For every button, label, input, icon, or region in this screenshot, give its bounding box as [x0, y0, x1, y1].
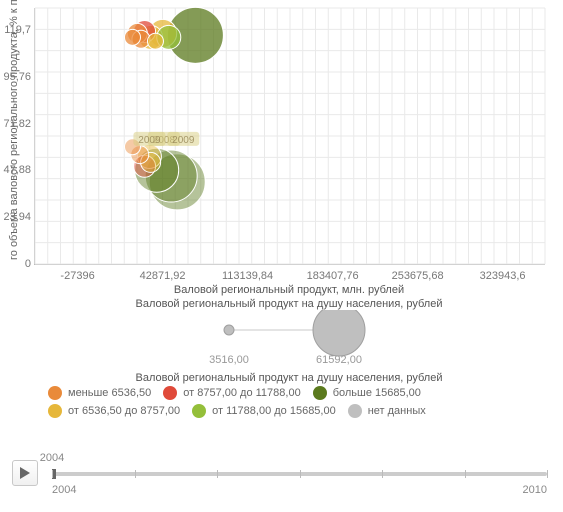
bubble-chart: 200820092009 023,9447,8871,8295,76119,7 …: [34, 8, 545, 265]
plot-svg: 200820092009: [35, 8, 545, 264]
x-axis-title: Валовой региональный продукт, млн. рубле…: [34, 284, 544, 296]
timeline-end-year: 2010: [523, 484, 547, 496]
legend-item[interactable]: нет данных: [348, 404, 426, 418]
legend-swatch: [163, 386, 177, 400]
legend-swatch: [48, 404, 62, 418]
legend-swatch: [348, 404, 362, 418]
legend-item[interactable]: больше 15685,00: [313, 386, 421, 400]
y-tick-label: 119,7: [0, 24, 31, 36]
y-tick-label: 71,82: [0, 118, 31, 130]
legend-item[interactable]: от 8757,00 до 11788,00: [163, 386, 300, 400]
color-legend-title: Валовой региональный продукт на душу нас…: [34, 372, 544, 384]
x-tick-label: 113139,84: [222, 270, 273, 282]
color-legend: меньше 6536,50 от 8757,00 до 11788,00 боль…: [48, 386, 548, 422]
play-button[interactable]: [12, 460, 38, 486]
timeline-track[interactable]: [52, 472, 547, 476]
size-legend-max-label: 61592,00: [316, 354, 362, 366]
y-tick-label: 0: [0, 258, 31, 270]
timeline-current-year: 2004: [40, 452, 64, 464]
bubble-year-label: 2009: [138, 135, 161, 146]
legend-label: больше 15685,00: [333, 387, 421, 399]
x-tick-label: 42871,92: [140, 270, 186, 282]
legend-label: от 6536,50 до 8757,00: [68, 405, 180, 417]
bubble-year-label: 2009: [172, 135, 195, 146]
legend-label: от 11788,00 до 15685,00: [212, 405, 336, 417]
legend-item[interactable]: от 11788,00 до 15685,00: [192, 404, 336, 418]
legend-item[interactable]: меньше 6536,50: [48, 386, 151, 400]
size-legend-min-label: 3516,00: [209, 354, 249, 366]
size-legend: 3516,00 61592,00: [34, 310, 544, 370]
y-tick-label: 23,94: [0, 211, 31, 223]
y-tick-label: 47,88: [0, 164, 31, 176]
size-legend-title: Валовой региональный продукт на душу нас…: [34, 298, 544, 310]
legend-swatch: [313, 386, 327, 400]
y-tick-label: 95,76: [0, 71, 31, 83]
x-tick-label: 323943,6: [480, 270, 526, 282]
bubble[interactable]: [147, 33, 163, 49]
bubble[interactable]: [124, 29, 140, 45]
play-icon: [20, 467, 30, 479]
legend-label: меньше 6536,50: [68, 387, 151, 399]
legend-label: нет данных: [368, 405, 426, 417]
x-tick-label: 253675,68: [392, 270, 444, 282]
legend-item[interactable]: от 6536,50 до 8757,00: [48, 404, 180, 418]
x-tick-label: 183407,76: [307, 270, 359, 282]
timeline-start-year: 2004: [52, 484, 76, 496]
legend-label: от 8757,00 до 11788,00: [183, 387, 300, 399]
x-tick-label: -27396: [60, 270, 94, 282]
legend-swatch: [192, 404, 206, 418]
timeline: 2004 2004 2010: [12, 440, 551, 500]
legend-swatch: [48, 386, 62, 400]
